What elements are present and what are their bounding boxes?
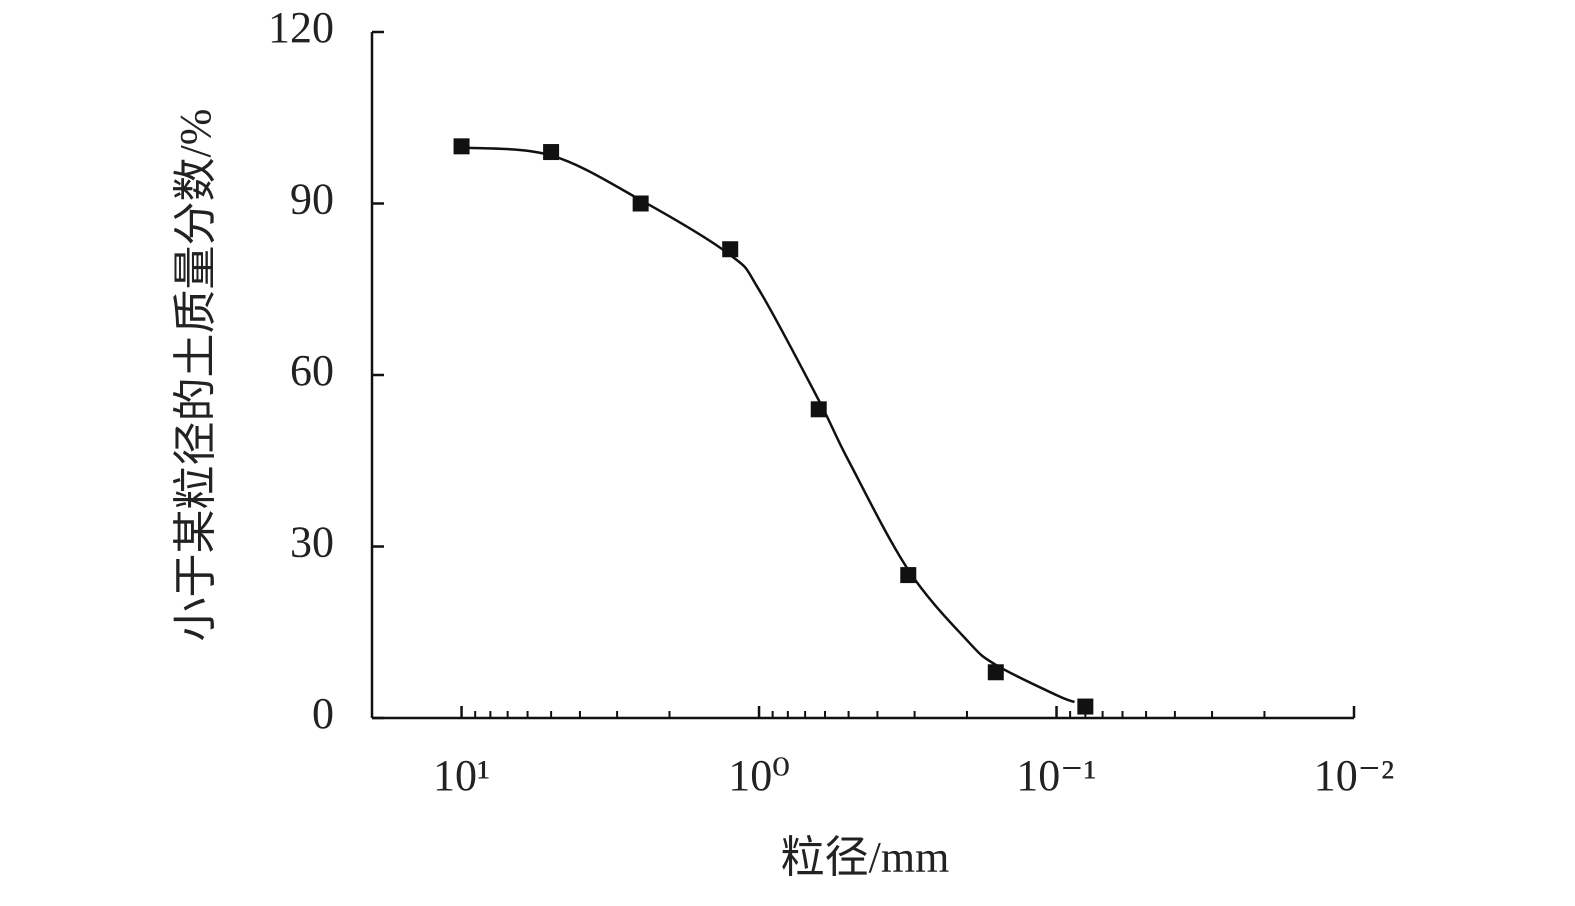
y-tick-label: 0: [312, 689, 334, 738]
y-axis-label: 小于某粒径的土质量分数/%: [171, 109, 220, 642]
y-tick-label: 60: [290, 346, 334, 395]
x-axis-label: 粒径/mm: [781, 833, 950, 882]
data-point: [900, 567, 917, 584]
data-point: [1077, 698, 1094, 715]
x-tick-label: 10⁰: [728, 751, 790, 800]
data-point: [632, 195, 649, 212]
x-tick-label: 10¹: [433, 751, 490, 800]
y-tick-label: 30: [290, 518, 334, 567]
y-tick-label: 120: [268, 3, 334, 52]
y-tick-label: 90: [290, 175, 334, 224]
data-point: [453, 138, 470, 155]
x-tick-label: 10⁻²: [1314, 751, 1394, 800]
fit-curve: [461, 146, 1075, 704]
x-tick-label: 10⁻¹: [1016, 751, 1096, 800]
